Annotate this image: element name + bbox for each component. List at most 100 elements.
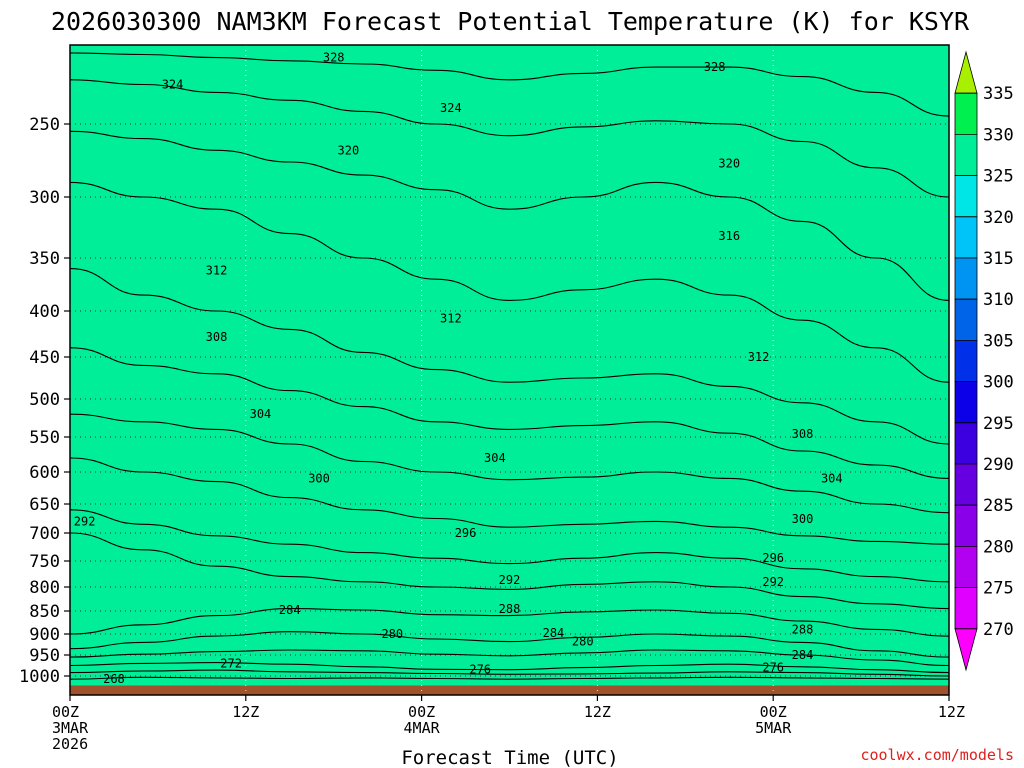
ground-layer <box>70 685 949 695</box>
colorbar-label: 315 <box>983 249 1014 269</box>
contour-label: 320 <box>718 156 740 170</box>
y-tick-label: 750 <box>29 552 60 572</box>
contour-label: 300 <box>308 471 330 485</box>
contour-label: 292 <box>74 514 96 528</box>
contour-label: 276 <box>762 661 784 675</box>
band-below-328 <box>70 52 949 695</box>
contour-label: 276 <box>469 663 491 677</box>
contour-line-328 <box>70 52 949 117</box>
contour-label: 284 <box>792 648 814 662</box>
contour-line-320 <box>70 130 949 301</box>
colorbar-label: 295 <box>983 414 1014 434</box>
contour-label: 312 <box>440 311 462 325</box>
contour-label: 324 <box>440 101 462 115</box>
colorbar-segment <box>954 340 978 382</box>
y-tick-label: 450 <box>29 348 60 368</box>
contour-label: 280 <box>572 635 594 649</box>
contour-label: 280 <box>381 627 403 641</box>
x-tick-label: 5MAR <box>755 719 792 737</box>
colorbar: 270 275 280 285 290 295 300 305 310 315 320 325 330 3… <box>954 50 1014 672</box>
colorbar-label: 305 <box>983 331 1014 351</box>
colorbar-label: 275 <box>983 579 1014 599</box>
y-tick-label: 800 <box>29 578 60 598</box>
grid-lines <box>70 45 949 695</box>
x-tick-label: 3MAR <box>52 719 89 737</box>
ground-band <box>70 685 949 695</box>
contour-label: 324 <box>162 78 184 92</box>
contour-label: 328 <box>323 51 345 65</box>
x-tick-label: 12Z <box>584 703 611 721</box>
y-tick-label: 1000 <box>19 667 60 687</box>
y-tick-label: 500 <box>29 390 60 410</box>
chart-title: 2026030300 NAM3KM Forecast Potential Tem… <box>51 7 970 36</box>
colorbar-label: 310 <box>983 290 1014 310</box>
colorbar-segment <box>954 422 978 465</box>
y-tick-label: 350 <box>29 249 60 269</box>
colorbar-segment <box>954 92 978 135</box>
contour-line-316 <box>70 181 949 383</box>
y-tick-label: 700 <box>29 524 60 544</box>
contour-label: 320 <box>338 143 360 157</box>
contour-lines <box>70 52 949 680</box>
contour-line-280 <box>70 649 949 667</box>
y-tick-label: 550 <box>29 428 60 448</box>
colorbar-segment <box>954 628 978 672</box>
contour-label: 292 <box>499 573 521 587</box>
x-tick-label: 00Z <box>408 703 435 721</box>
colorbar-label: 300 <box>983 373 1014 393</box>
contour-label: 292 <box>762 575 784 589</box>
colorbar-segment <box>954 298 978 341</box>
plot-area: 328 328 324 324 320 320 316 312 312 312 308 308 304 3… <box>70 45 949 695</box>
colorbar-label: 285 <box>983 496 1014 516</box>
colorbar-segment <box>954 546 978 588</box>
colorbar-label: 335 <box>983 84 1014 104</box>
x-axis-title: Forecast Time (UTC) <box>401 747 618 768</box>
filled-bands <box>70 45 949 695</box>
credit-text[interactable]: coolwx.com/models <box>860 746 1014 764</box>
contour-label: 272 <box>220 656 242 670</box>
y-tick-label: 250 <box>29 115 60 135</box>
colorbar-label: 320 <box>983 208 1014 228</box>
y-tick-label: 950 <box>29 646 60 666</box>
contour-label: 312 <box>748 350 770 364</box>
x-tick-label: 2026 <box>52 735 88 753</box>
contour-line-308 <box>70 347 949 479</box>
contour-label: 304 <box>484 451 506 465</box>
x-tick-label: 12Z <box>938 703 965 721</box>
x-tick-label: 00Z <box>760 703 787 721</box>
contour-label: 308 <box>206 330 228 344</box>
contour-label: 300 <box>792 512 814 526</box>
contour-label: 284 <box>543 626 565 640</box>
contour-line-268 <box>70 676 949 680</box>
contour-label: 316 <box>718 229 740 243</box>
y-tick-label: 850 <box>29 602 60 622</box>
colorbar-segment <box>954 463 978 506</box>
contour-line-296 <box>70 509 949 583</box>
contour-line-288 <box>70 608 949 637</box>
y-tick-label: 300 <box>29 188 60 208</box>
contour-labels: 328 328 324 324 320 320 316 312 312 312 308 308 304 3… <box>74 51 843 687</box>
contour-label: 304 <box>250 407 272 421</box>
y-tick-label: 400 <box>29 302 60 322</box>
contour-label: 284 <box>279 603 301 617</box>
contour-line-312 <box>70 268 949 445</box>
x-tick-label: 00Z <box>52 703 79 721</box>
colorbar-segment <box>954 216 978 259</box>
contour-label: 296 <box>762 551 784 565</box>
contour-line-300 <box>70 457 949 545</box>
colorbar-segment <box>954 50 978 94</box>
colorbar-segment <box>954 504 978 547</box>
colorbar-label: 290 <box>983 455 1014 475</box>
colorbar-label: 280 <box>983 537 1014 557</box>
y-tick-label: 650 <box>29 495 60 515</box>
contour-line-304 <box>70 413 949 514</box>
contour-label: 288 <box>792 622 814 636</box>
colorbar-label: 325 <box>983 167 1014 187</box>
contour-label: 288 <box>499 602 521 616</box>
contour-line-276 <box>70 662 949 674</box>
contour-line-324 <box>70 79 949 198</box>
contour-line-284 <box>70 631 949 658</box>
